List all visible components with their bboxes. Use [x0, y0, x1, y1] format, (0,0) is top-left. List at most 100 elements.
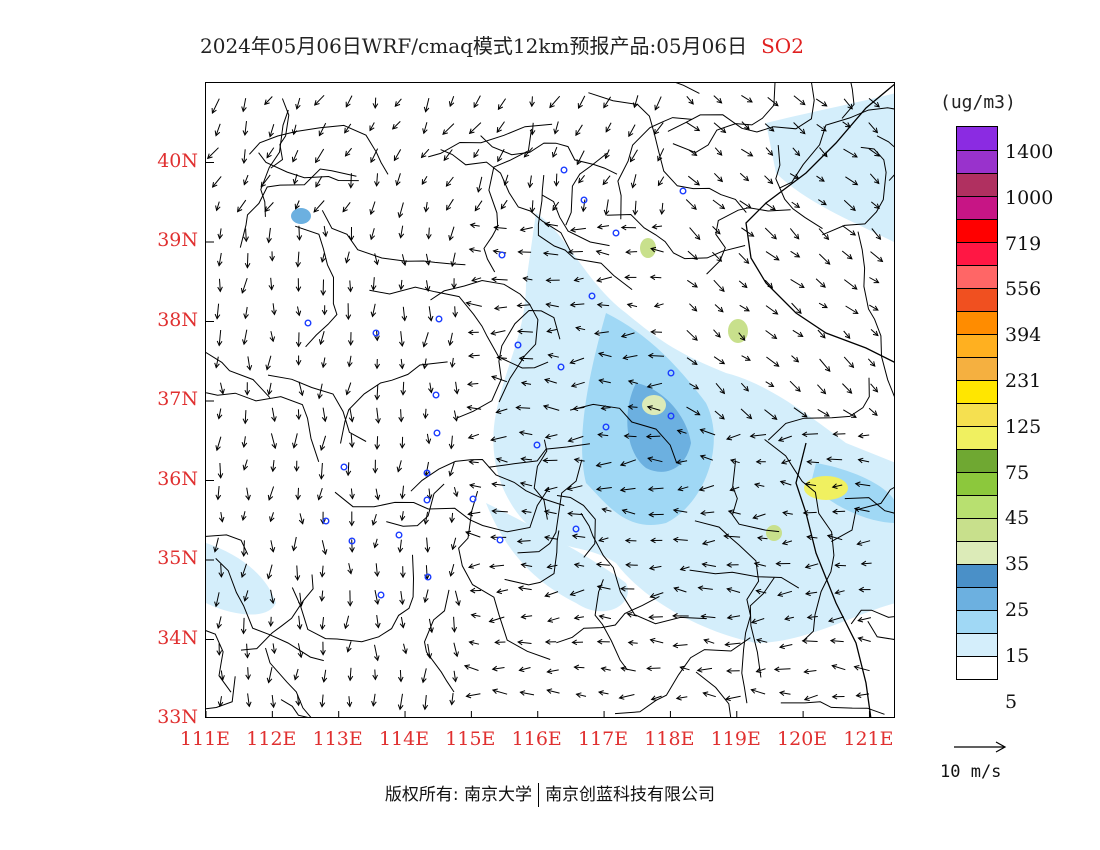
wind-arrow	[244, 410, 247, 424]
wind-arrow-head	[343, 623, 350, 630]
wind-arrow-head	[647, 456, 654, 462]
wind-arrow	[376, 407, 379, 423]
wind-arrow	[738, 332, 746, 341]
footer-partner: 南京创蓝科技有限公司	[545, 785, 716, 805]
wind-arrow-head	[491, 665, 498, 672]
wind-arrow-head	[697, 585, 704, 591]
wind-vectors	[206, 94, 884, 711]
wind-arrow	[425, 201, 428, 212]
wind-arrow-head	[452, 676, 458, 683]
wind-arrow	[293, 536, 297, 551]
wind-arrow	[494, 226, 507, 229]
wind-arrow-head	[626, 612, 633, 618]
wind-arrow	[321, 694, 324, 707]
wind-arrow-head	[693, 384, 700, 390]
wind-arrow-head	[519, 690, 526, 696]
wind-arrow	[372, 513, 377, 526]
wind-arrow-head	[245, 674, 251, 681]
wind-arrow	[765, 381, 774, 387]
wind-arrow-head	[321, 549, 328, 556]
wind-arrow	[697, 667, 713, 671]
wind-arrow-head	[453, 651, 459, 658]
wind-arrow	[804, 670, 817, 673]
wind-arrow-head	[875, 234, 882, 241]
wind-arrow-head	[295, 494, 301, 501]
wind-arrow	[870, 201, 880, 209]
wind-arrow	[555, 173, 558, 186]
wind-arrow-head	[542, 404, 549, 410]
wind-arrow	[468, 563, 481, 568]
wind-arrow	[219, 462, 222, 478]
boundary-line	[541, 194, 610, 247]
wind-arrow	[790, 278, 805, 288]
wind-arrow	[523, 277, 533, 281]
wind-arrow	[764, 123, 775, 132]
wind-arrow-head	[847, 103, 853, 110]
wind-arrow	[473, 95, 481, 108]
wind-arrow	[815, 278, 826, 288]
boundary-line	[423, 589, 455, 693]
wind-arrow-head	[753, 561, 760, 568]
wind-arrow	[247, 693, 250, 707]
wind-arrow-head	[490, 436, 497, 442]
wind-arrow-head	[726, 668, 732, 674]
wind-arrow-head	[488, 617, 495, 624]
wind-arrow-head	[692, 335, 698, 341]
wind-arrow-head	[266, 237, 272, 244]
wind-arrow	[680, 566, 690, 571]
wind-arrow-head	[449, 699, 456, 706]
boundary-line	[206, 630, 232, 693]
wind-arrow-head	[322, 231, 329, 238]
wind-arrow-head	[397, 704, 404, 711]
wind-arrow	[376, 615, 379, 628]
wind-arrow-head	[716, 150, 723, 156]
wind-arrow-head	[236, 206, 243, 213]
wind-arrow-head	[703, 638, 710, 644]
wind-arrow-head	[266, 389, 273, 396]
wind-arrow-head	[626, 302, 633, 309]
boundary-line	[206, 392, 320, 462]
wind-arrow	[242, 511, 246, 521]
wind-arrow-head	[270, 702, 276, 709]
wind-arrow-head	[395, 180, 401, 187]
wind-arrow-head	[627, 379, 634, 385]
wind-arrow-head	[566, 485, 573, 492]
wind-arrow	[313, 200, 325, 213]
wind-arrow	[423, 358, 427, 369]
wind-arrow	[713, 279, 725, 292]
wind-arrow	[633, 95, 639, 108]
wind-arrow-head	[647, 486, 654, 492]
axis-ticks	[206, 162, 870, 717]
wind-arrow-head	[450, 544, 457, 551]
wind-arrow	[218, 329, 222, 346]
wind-arrow	[521, 615, 533, 618]
wind-arrow	[219, 278, 221, 292]
wind-arrow-head	[467, 433, 474, 440]
wind-arrow-head	[264, 99, 270, 106]
boundary-line	[731, 460, 780, 533]
wind-arrow	[268, 227, 271, 243]
wind-arrow	[817, 384, 826, 394]
wind-arrow-head	[519, 481, 526, 487]
map-panel[interactable]	[205, 82, 895, 718]
wind-arrow-head	[296, 235, 303, 241]
admin-boundaries	[206, 83, 894, 717]
wind-arrow	[870, 383, 878, 393]
wind-arrow-head	[269, 516, 275, 523]
boundary-line	[675, 83, 700, 94]
wind-arrow-head	[569, 358, 576, 365]
wind-arrow	[765, 305, 778, 315]
wind-arrow	[392, 121, 401, 130]
wind-arrow	[686, 329, 698, 341]
wind-arrow	[350, 488, 353, 499]
wind-arrow-head	[424, 547, 431, 553]
wind-arrow-head	[578, 177, 584, 184]
wind-arrow	[620, 459, 636, 466]
wind-arrow	[322, 357, 326, 368]
wind-arrow	[299, 592, 302, 607]
wind-arrow-head	[628, 131, 634, 138]
wind-arrow-head	[544, 486, 551, 493]
footer-separator	[538, 783, 540, 807]
wind-arrow-head	[857, 616, 864, 623]
wind-arrow-head	[619, 486, 626, 493]
